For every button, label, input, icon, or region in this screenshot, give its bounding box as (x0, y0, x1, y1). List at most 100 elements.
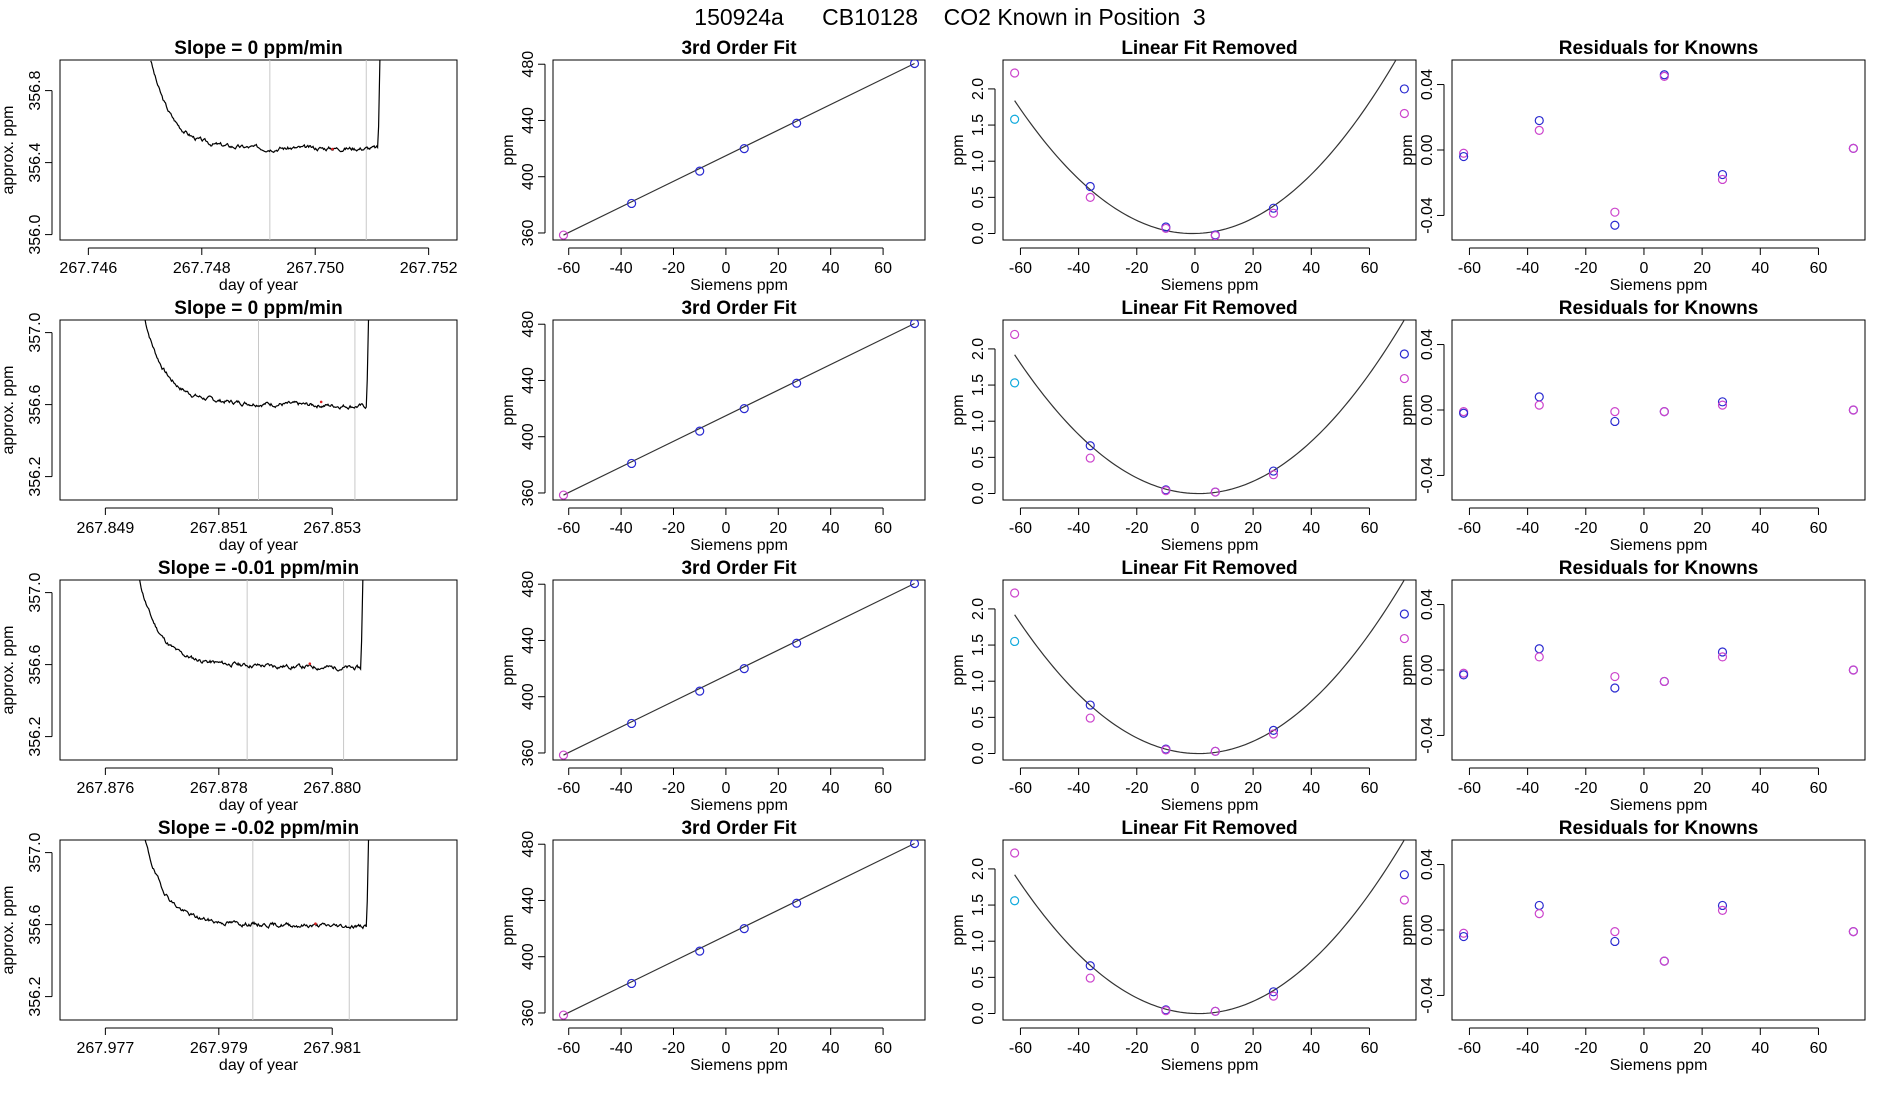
x-tick-label: -40 (1516, 260, 1539, 277)
x-tick-label: -20 (1574, 520, 1597, 537)
y-tick-label: 400 (520, 163, 537, 190)
panel-title: Residuals for Knowns (1559, 558, 1759, 579)
data-point (626, 718, 637, 729)
x-tick-label: -40 (610, 780, 633, 797)
data-point (1534, 115, 1544, 126)
x-axis-label: Siemens ppm (1610, 1057, 1708, 1074)
y-tick-label: 480 (520, 311, 537, 338)
y-tick-label: 440 (520, 627, 537, 654)
data-point (1085, 441, 1095, 451)
x-tick-label: -40 (1516, 1040, 1539, 1057)
x-tick-label: 20 (1693, 520, 1711, 537)
y-axis-label: ppm (1399, 134, 1416, 165)
y-tick-label: 360 (520, 1000, 537, 1027)
panel-title: Slope = -0.02 ppm/min (158, 818, 359, 839)
y-axis-label: ppm (950, 394, 967, 425)
x-tick-label: 267.981 (303, 1040, 361, 1057)
panel-2-3: Linear Fit Removed -60 -40 -20 0 20 40 60 Siemen… (950, 818, 1417, 1074)
x-tick-label: 20 (769, 260, 787, 277)
y-tick-label: 356.2 (27, 456, 44, 496)
y-tick-label: 0.5 (970, 446, 987, 468)
quadratic-fit-curve (1014, 840, 1405, 1015)
x-tick-label: -40 (610, 520, 633, 537)
data-point (1459, 670, 1469, 680)
y-tick-label: 1.0 (970, 150, 987, 172)
x-axis-label: day of year (219, 1057, 299, 1074)
data-point (1085, 713, 1095, 723)
y-tick-label: -0.04 (1419, 717, 1436, 754)
x-tick-label: 20 (769, 1040, 787, 1057)
y-tick-label: 357.0 (27, 572, 44, 612)
plot-frame (1002, 839, 1417, 1021)
x-tick-label: 60 (1810, 260, 1828, 277)
data-point (1534, 644, 1544, 654)
data-point (1610, 207, 1620, 217)
y-tick-label: 356.2 (27, 716, 44, 756)
data-point (1268, 987, 1279, 997)
data-point (558, 1010, 569, 1020)
x-tick-label: 20 (1693, 780, 1711, 797)
x-tick-label: -40 (1067, 1040, 1090, 1057)
x-tick-label: -40 (1067, 260, 1090, 277)
y-tick-label: 400 (520, 423, 537, 450)
y-axis-label: approx. ppm (0, 366, 17, 455)
data-point (1010, 848, 1020, 858)
y-tick-label: 2.0 (970, 858, 987, 880)
x-tick-label: 267.977 (76, 1040, 134, 1057)
data-point (1210, 746, 1220, 756)
y-tick-label: 0.04 (1419, 589, 1436, 620)
x-tick-label: 0 (721, 780, 730, 797)
x-tick-label: 267.851 (190, 520, 248, 537)
x-tick-label: 0 (1191, 780, 1200, 797)
fit-line (563, 842, 915, 1016)
data-point (626, 978, 637, 989)
x-tick-label: -40 (1516, 520, 1539, 537)
panel-title: Linear Fit Removed (1121, 818, 1297, 839)
y-axis-label: ppm (950, 134, 967, 165)
data-point (1848, 665, 1858, 675)
y-axis-label: ppm (500, 134, 517, 165)
y-tick-label: 360 (520, 480, 537, 507)
y-tick-label: 0.0 (970, 222, 987, 244)
y-tick-label: 480 (520, 51, 537, 78)
x-tick-label: 20 (769, 520, 787, 537)
plot-frame (1002, 579, 1417, 761)
y-tick-label: 1.0 (970, 930, 987, 952)
y-tick-label: 440 (520, 367, 537, 394)
x-tick-label: 267.878 (190, 780, 248, 797)
data-point (1010, 636, 1020, 647)
y-tick-label: 2.0 (970, 338, 987, 360)
y-axis-label: ppm (500, 394, 517, 425)
x-tick-label: -20 (662, 260, 685, 277)
x-tick-label: 40 (1751, 260, 1769, 277)
x-axis-label: Siemens ppm (690, 537, 788, 554)
y-tick-label: 0.04 (1419, 849, 1436, 880)
x-tick-label: 267.746 (59, 260, 117, 277)
panel-0-0: Slope = 0 ppm/min 267.746 267.748 267.750 26… (0, 38, 458, 294)
y-tick-label: 440 (520, 887, 537, 914)
co2-trace (139, 580, 364, 672)
y-tick-label: 356.6 (27, 644, 44, 684)
mean-marker (308, 662, 312, 665)
x-tick-label: -20 (1125, 1040, 1148, 1057)
data-layer (1010, 60, 1409, 240)
panel-title: Residuals for Knowns (1559, 38, 1759, 59)
mean-marker (314, 922, 317, 925)
data-point (1268, 991, 1279, 1001)
plot-frame (1451, 579, 1866, 761)
data-point (1610, 671, 1620, 682)
data-point (792, 638, 802, 648)
data-point (1268, 470, 1279, 480)
y-axis-label: ppm (950, 914, 967, 945)
plot-frame (59, 59, 458, 241)
x-tick-label: -60 (557, 520, 580, 537)
x-tick-label: -60 (557, 1040, 580, 1057)
data-point (1848, 405, 1858, 415)
y-tick-label: 356.6 (27, 384, 44, 424)
y-tick-label: 0.5 (970, 186, 987, 208)
x-tick-label: -20 (1125, 260, 1148, 277)
data-point (1010, 588, 1020, 598)
y-tick-label: 356.8 (27, 70, 44, 110)
panel-title: Slope = 0 ppm/min (174, 38, 342, 59)
data-point (1161, 223, 1171, 234)
